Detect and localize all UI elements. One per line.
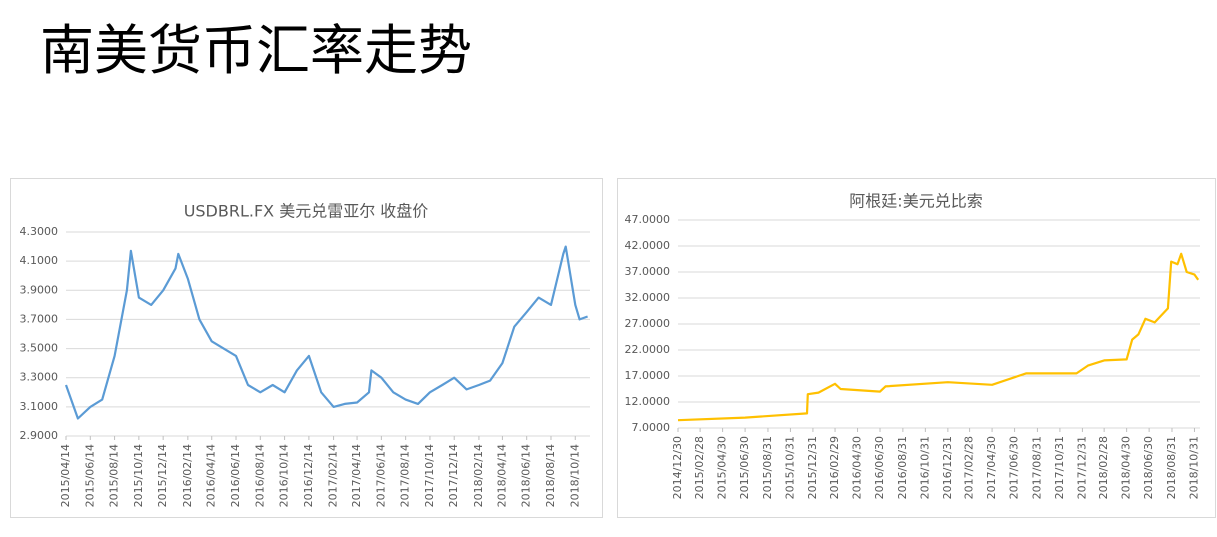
y-tick-label: 17.0000 (625, 369, 671, 382)
x-tick-label: 2015/04/30 (716, 436, 729, 499)
y-tick-label: 22.0000 (625, 343, 671, 356)
x-tick-label: 2018/08/14 (544, 444, 557, 507)
x-tick-label: 2015/02/28 (693, 436, 706, 499)
x-tick-label: 2018/06/14 (520, 444, 533, 507)
x-tick-label: 2015/08/14 (108, 444, 121, 507)
x-tick-label: 2017/02/28 (963, 436, 976, 499)
y-tick-label: 3.9000 (20, 283, 59, 296)
x-tick-label: 2018/02/28 (1097, 436, 1110, 499)
x-tick-label: 2016/08/14 (253, 444, 266, 507)
x-tick-label: 2018/02/14 (472, 444, 485, 507)
x-tick-label: 2016/02/29 (828, 436, 841, 499)
y-tick-label: 4.1000 (20, 254, 59, 267)
x-tick-label: 2015/10/31 (783, 436, 796, 499)
x-tick-label: 2016/10/31 (918, 436, 931, 499)
y-tick-label: 12.0000 (625, 395, 671, 408)
x-tick-label: 2017/06/14 (374, 444, 387, 507)
x-tick-label: 2016/12/31 (941, 436, 954, 499)
chart-frame (617, 178, 1216, 518)
chart-title: 阿根廷:美元兑比索 (849, 192, 982, 211)
x-tick-label: 2018/08/31 (1165, 436, 1178, 499)
x-tick-label: 2017/02/14 (327, 444, 340, 507)
x-tick-label: 2016/06/14 (229, 444, 242, 507)
x-tick-label: 2018/04/30 (1120, 436, 1133, 499)
x-tick-label: 2017/08/31 (1030, 436, 1043, 499)
x-tick-label: 2015/04/14 (59, 444, 72, 507)
y-tick-label: 2.9000 (20, 429, 59, 442)
x-tick-label: 2016/10/14 (278, 444, 291, 507)
x-tick-label: 2017/04/14 (350, 444, 363, 507)
data-line (64, 245, 588, 420)
x-tick-label: 2017/10/31 (1053, 436, 1066, 499)
y-tick-label: 4.3000 (20, 225, 59, 238)
x-tick-label: 2018/10/14 (568, 444, 581, 507)
y-tick-label: 3.3000 (20, 371, 59, 384)
x-tick-label: 2017/04/30 (985, 436, 998, 499)
x-tick-label: 2016/04/14 (205, 444, 218, 507)
x-tick-label: 2017/10/14 (423, 444, 436, 507)
x-tick-label: 2015/08/31 (761, 436, 774, 499)
y-tick-label: 42.0000 (625, 239, 671, 252)
x-tick-label: 2018/06/30 (1142, 436, 1155, 499)
page-title: 南美货币汇率走势 (40, 19, 472, 82)
y-tick-label: 47.0000 (625, 213, 671, 226)
x-tick-label: 2015/12/31 (806, 436, 819, 499)
x-tick-label: 2017/12/14 (447, 444, 460, 507)
y-tick-label: 3.5000 (20, 342, 59, 355)
x-tick-label: 2018/04/14 (495, 444, 508, 507)
x-tick-label: 2014/12/30 (671, 436, 684, 499)
x-tick-label: 2015/06/14 (83, 444, 96, 507)
x-tick-label: 2016/08/31 (896, 436, 909, 499)
x-tick-label: 2017/12/31 (1075, 436, 1088, 499)
x-tick-label: 2016/02/14 (181, 444, 194, 507)
x-tick-label: 2015/06/30 (738, 436, 751, 499)
data-line (677, 252, 1200, 422)
x-tick-label: 2018/10/31 (1187, 436, 1200, 499)
x-tick-label: 2016/04/30 (851, 436, 864, 499)
y-tick-label: 3.1000 (20, 400, 59, 413)
x-tick-label: 2016/12/14 (302, 444, 315, 507)
y-tick-label: 37.0000 (625, 265, 671, 278)
x-tick-label: 2015/10/14 (132, 444, 145, 507)
y-tick-label: 3.7000 (20, 312, 59, 325)
chart-frame (10, 178, 603, 518)
x-tick-label: 2015/12/14 (156, 444, 169, 507)
x-tick-label: 2016/06/30 (873, 436, 886, 499)
x-tick-label: 2017/06/30 (1008, 436, 1021, 499)
y-tick-label: 7.0000 (632, 421, 671, 434)
x-tick-label: 2017/08/14 (399, 444, 412, 507)
y-tick-label: 32.0000 (625, 291, 671, 304)
chart-title: USDBRL.FX 美元兑雷亚尔 收盘价 (184, 202, 429, 221)
y-tick-label: 27.0000 (625, 317, 671, 330)
